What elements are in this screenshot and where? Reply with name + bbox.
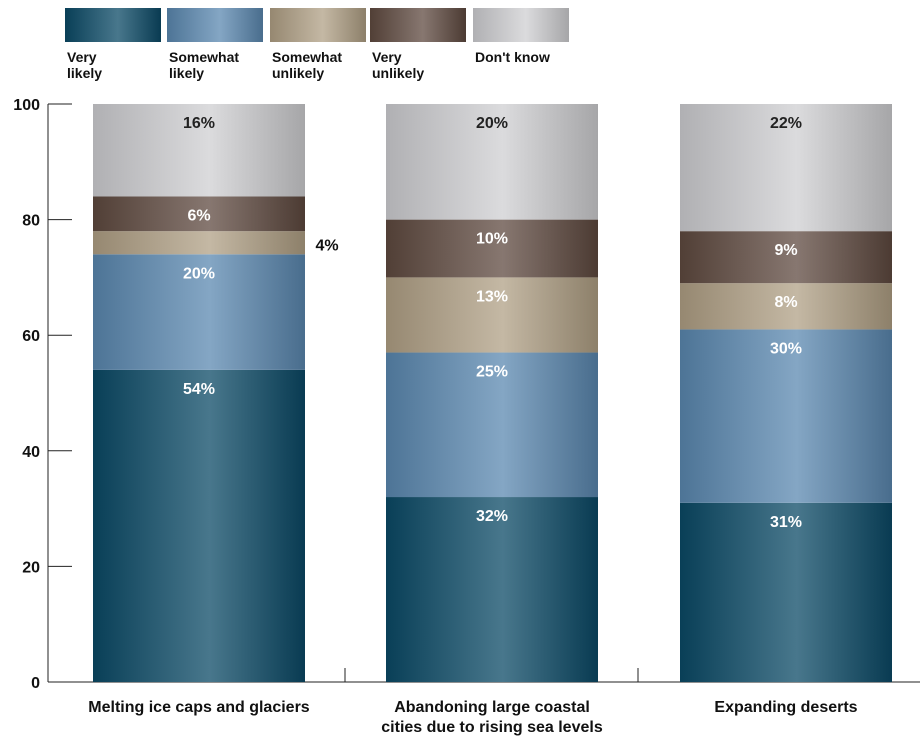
- bar-segment: [386, 104, 598, 220]
- data-label: 10%: [476, 231, 508, 248]
- legend-label: Don't know: [475, 49, 550, 65]
- legend-label: Very: [372, 49, 402, 65]
- bar-segment: [93, 369, 305, 682]
- y-tick-label: 0: [31, 675, 40, 692]
- data-label: 8%: [774, 294, 797, 311]
- y-tick-label: 20: [22, 559, 40, 576]
- bars: 54% 20% 4% 6% 16% 32% 25% 13% 10% 20% 31% 30% 8% 9% 22…: [93, 104, 892, 682]
- data-label: 54%: [183, 381, 215, 398]
- legend-swatch: [167, 8, 263, 42]
- data-label: 31%: [770, 514, 802, 531]
- bar-segment: [680, 329, 892, 503]
- data-label: 9%: [774, 242, 797, 259]
- data-label: 13%: [476, 288, 508, 305]
- x-axis-labels: Melting ice caps and glaciers Abandoning …: [88, 699, 857, 736]
- bar-segment: [386, 497, 598, 682]
- bar-segment: [386, 352, 598, 498]
- data-label: 30%: [770, 340, 802, 357]
- legend-label: Very: [67, 49, 97, 65]
- category-label: Expanding deserts: [714, 699, 857, 716]
- legend-swatch: [270, 8, 366, 42]
- y-tick-label: 40: [22, 444, 40, 461]
- data-label: 16%: [183, 115, 215, 132]
- bar-segment: [386, 219, 598, 278]
- legend-swatch: [370, 8, 466, 42]
- legend-label: Somewhat: [169, 49, 239, 65]
- legend-swatch: [473, 8, 569, 42]
- legend-label: unlikely: [272, 65, 324, 81]
- data-label: 20%: [476, 115, 508, 132]
- legend-label: likely: [169, 65, 204, 81]
- data-label: 32%: [476, 508, 508, 525]
- category-label: Abandoning large coastal: [394, 699, 590, 716]
- legend-swatch: [65, 8, 161, 42]
- data-label: 4%: [315, 238, 338, 255]
- bar-segment: [93, 231, 305, 255]
- bar-segment: [93, 196, 305, 232]
- bar-segment: [93, 254, 305, 370]
- legend-label: unlikely: [372, 65, 424, 81]
- legend-label: Somewhat: [272, 49, 342, 65]
- bar-segment: [680, 502, 892, 682]
- category-label: cities due to rising sea levels: [381, 719, 603, 736]
- legend-label: likely: [67, 65, 102, 81]
- bar-segment: [680, 231, 892, 284]
- data-label: 22%: [770, 115, 802, 132]
- y-tick-label: 60: [22, 328, 40, 345]
- y-tick-label: 80: [22, 213, 40, 230]
- y-tick-label: 100: [13, 97, 40, 114]
- bar-segment: [93, 104, 305, 197]
- bar-segment: [680, 283, 892, 330]
- data-label: 6%: [187, 207, 210, 224]
- data-label: 25%: [476, 364, 508, 381]
- data-label: 20%: [183, 265, 215, 282]
- bar-segment: [386, 277, 598, 353]
- category-label: Melting ice caps and glaciers: [88, 699, 310, 716]
- legend: VerylikelySomewhatlikelySomewhatunlikely…: [65, 8, 569, 81]
- bar-segment: [680, 104, 892, 232]
